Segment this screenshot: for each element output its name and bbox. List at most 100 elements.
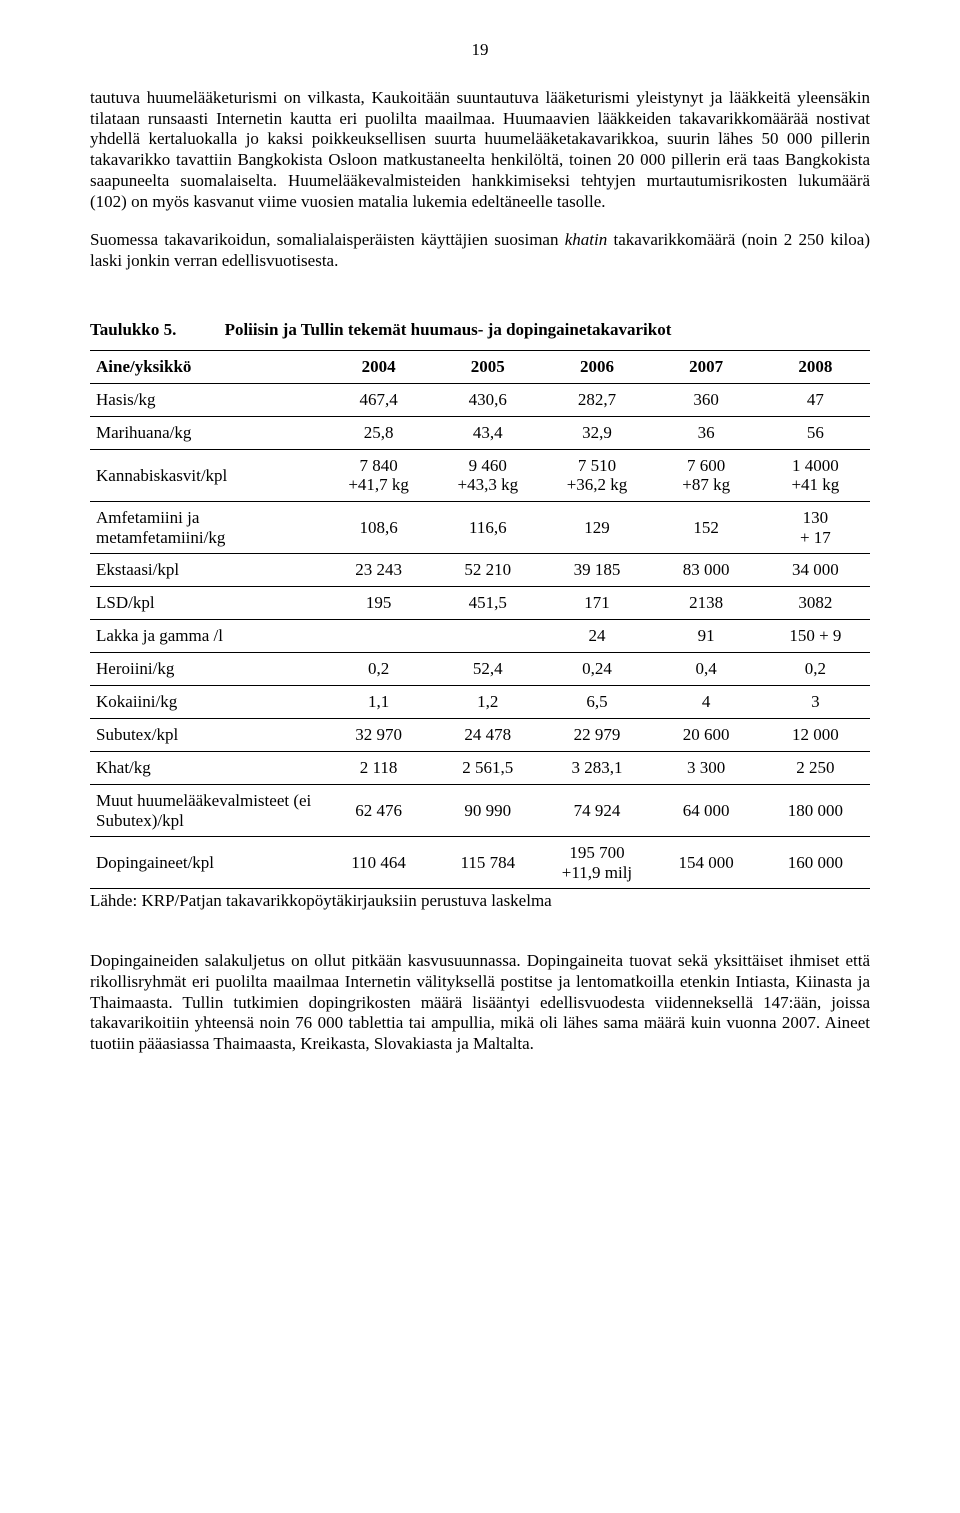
cell-value: 451,5 xyxy=(433,587,542,620)
page-number: 19 xyxy=(90,40,870,60)
cell-value: 180 000 xyxy=(761,785,870,837)
table-row: Amfetamiini ja metamfetamiini/kg108,6116… xyxy=(90,501,870,553)
col-header-year: 2008 xyxy=(761,350,870,383)
cell-value: 2138 xyxy=(652,587,761,620)
row-label: Muut huumelääkevalmisteet (ei Subutex)/k… xyxy=(90,785,324,837)
table-row: Ekstaasi/kpl23 24352 21039 18583 00034 0… xyxy=(90,554,870,587)
table-header-row: Aine/yksikkö20042005200620072008 xyxy=(90,350,870,383)
cell-value: 108,6 xyxy=(324,501,433,553)
paragraph-2-italic: khatin xyxy=(565,230,608,249)
cell-value: 32 970 xyxy=(324,719,433,752)
col-header-year: 2004 xyxy=(324,350,433,383)
row-label: Dopingaineet/kpl xyxy=(90,837,324,889)
row-label: Ekstaasi/kpl xyxy=(90,554,324,587)
col-header-label: Aine/yksikkö xyxy=(90,350,324,383)
row-label: Khat/kg xyxy=(90,752,324,785)
table-row: Khat/kg2 1182 561,53 283,13 3002 250 xyxy=(90,752,870,785)
cell-value: 195 700+11,9 milj xyxy=(542,837,651,889)
cell-value: 7 600+87 kg xyxy=(652,449,761,501)
table-row: Lakka ja gamma /l2491150 + 9 xyxy=(90,620,870,653)
cell-value: 0,2 xyxy=(324,653,433,686)
cell-value: 430,6 xyxy=(433,383,542,416)
table-number: Taulukko 5. xyxy=(90,320,176,339)
cell-value: 6,5 xyxy=(542,686,651,719)
cell-value: 20 600 xyxy=(652,719,761,752)
paragraph-1: tautuva huumelääketurismi on vilkasta, K… xyxy=(90,88,870,212)
cell-value: 129 xyxy=(542,501,651,553)
table-row: Muut huumelääkevalmisteet (ei Subutex)/k… xyxy=(90,785,870,837)
table-source: Lähde: KRP/Patjan takavarikkopöytäkirjau… xyxy=(90,889,870,911)
cell-value: 62 476 xyxy=(324,785,433,837)
cell-value: 1,1 xyxy=(324,686,433,719)
cell-value: 115 784 xyxy=(433,837,542,889)
cell-value xyxy=(433,620,542,653)
cell-value: 52 210 xyxy=(433,554,542,587)
cell-value: 64 000 xyxy=(652,785,761,837)
cell-value: 2 561,5 xyxy=(433,752,542,785)
cell-value: 90 990 xyxy=(433,785,542,837)
table-row: Kannabiskasvit/kpl7 840+41,7 kg9 460+43,… xyxy=(90,449,870,501)
cell-value: 3 300 xyxy=(652,752,761,785)
table-row: Kokaiini/kg1,11,26,543 xyxy=(90,686,870,719)
cell-value: 7 510+36,2 kg xyxy=(542,449,651,501)
row-label: Marihuana/kg xyxy=(90,416,324,449)
cell-value: 34 000 xyxy=(761,554,870,587)
table-head: Aine/yksikkö20042005200620072008 xyxy=(90,350,870,383)
row-label: Kannabiskasvit/kpl xyxy=(90,449,324,501)
cell-value: 22 979 xyxy=(542,719,651,752)
cell-value: 83 000 xyxy=(652,554,761,587)
cell-value: 74 924 xyxy=(542,785,651,837)
paragraph-3: Dopingaineiden salakuljetus on ollut pit… xyxy=(90,951,870,1055)
row-label: Subutex/kpl xyxy=(90,719,324,752)
table-row: Subutex/kpl32 97024 47822 97920 60012 00… xyxy=(90,719,870,752)
cell-value: 1,2 xyxy=(433,686,542,719)
cell-value: 467,4 xyxy=(324,383,433,416)
cell-value: 160 000 xyxy=(761,837,870,889)
row-label: Heroiini/kg xyxy=(90,653,324,686)
row-label: LSD/kpl xyxy=(90,587,324,620)
table-row: Marihuana/kg25,843,432,93656 xyxy=(90,416,870,449)
cell-value: 2 118 xyxy=(324,752,433,785)
cell-value: 171 xyxy=(542,587,651,620)
col-header-year: 2005 xyxy=(433,350,542,383)
cell-value: 0,2 xyxy=(761,653,870,686)
cell-value: 110 464 xyxy=(324,837,433,889)
cell-value: 130+ 17 xyxy=(761,501,870,553)
cell-value: 39 185 xyxy=(542,554,651,587)
cell-value: 152 xyxy=(652,501,761,553)
cell-value: 23 243 xyxy=(324,554,433,587)
cell-value: 7 840+41,7 kg xyxy=(324,449,433,501)
col-header-year: 2006 xyxy=(542,350,651,383)
cell-value: 4 xyxy=(652,686,761,719)
cell-value: 91 xyxy=(652,620,761,653)
cell-value: 150 + 9 xyxy=(761,620,870,653)
cell-value: 36 xyxy=(652,416,761,449)
table-body: Hasis/kg467,4430,6282,736047Marihuana/kg… xyxy=(90,383,870,888)
cell-value: 2 250 xyxy=(761,752,870,785)
cell-value: 24 478 xyxy=(433,719,542,752)
cell-value: 3 283,1 xyxy=(542,752,651,785)
row-label: Lakka ja gamma /l xyxy=(90,620,324,653)
cell-value: 25,8 xyxy=(324,416,433,449)
cell-value: 9 460+43,3 kg xyxy=(433,449,542,501)
cell-value: 47 xyxy=(761,383,870,416)
paragraph-2: Suomessa takavarikoidun, somalialaisperä… xyxy=(90,230,870,271)
row-label: Kokaiini/kg xyxy=(90,686,324,719)
data-table: Aine/yksikkö20042005200620072008 Hasis/k… xyxy=(90,350,870,889)
table-row: LSD/kpl195451,517121383082 xyxy=(90,587,870,620)
table-row: Hasis/kg467,4430,6282,736047 xyxy=(90,383,870,416)
cell-value: 360 xyxy=(652,383,761,416)
cell-value: 3082 xyxy=(761,587,870,620)
table-row: Heroiini/kg0,252,40,240,40,2 xyxy=(90,653,870,686)
cell-value: 32,9 xyxy=(542,416,651,449)
cell-value: 52,4 xyxy=(433,653,542,686)
table-row: Dopingaineet/kpl110 464115 784195 700+11… xyxy=(90,837,870,889)
cell-value: 56 xyxy=(761,416,870,449)
cell-value: 3 xyxy=(761,686,870,719)
cell-value xyxy=(324,620,433,653)
cell-value: 195 xyxy=(324,587,433,620)
cell-value: 0,24 xyxy=(542,653,651,686)
table-title: Poliisin ja Tullin tekemät huumaus- ja d… xyxy=(225,320,672,339)
cell-value: 154 000 xyxy=(652,837,761,889)
col-header-year: 2007 xyxy=(652,350,761,383)
